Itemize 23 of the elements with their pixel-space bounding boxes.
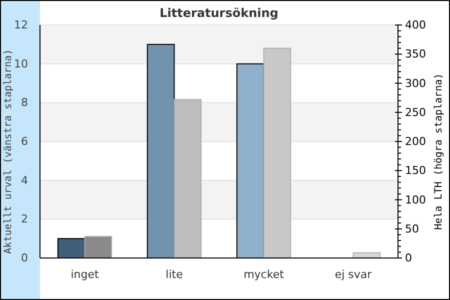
- y2-tick-label: 200: [405, 135, 426, 148]
- x-tick-label: ej svar: [334, 268, 372, 281]
- y-tick-label: 8: [21, 96, 28, 110]
- y-tick-label: 0: [21, 252, 28, 265]
- x-tick-label: lite: [166, 268, 184, 281]
- y2-tick-label: 0: [405, 252, 412, 265]
- y-tick-label: 10: [14, 57, 28, 70]
- x-tick-label: mycket: [244, 268, 285, 281]
- y2-tick-label: 400: [405, 18, 426, 32]
- y2-tick-label: 350: [405, 48, 426, 61]
- y2-tick-label: 300: [405, 76, 426, 90]
- y-tick-label: 4: [21, 174, 28, 187]
- y2-axis-title: Hela LTH (högra staplarna): [434, 73, 445, 230]
- y-axis-title: Aktuellt urval (vänstra staplarna): [3, 49, 14, 254]
- y-tick-label: 12: [14, 18, 28, 32]
- y2-tick-label: 100: [405, 193, 426, 206]
- x-tick-label: inget: [70, 268, 100, 281]
- y-tick-label: 2: [21, 212, 28, 226]
- y2-tick-label: 150: [405, 164, 426, 178]
- y2-tick-label: 250: [405, 106, 426, 119]
- chart-title: Litteratursökning: [160, 6, 278, 20]
- y-tick-label: 6: [21, 135, 28, 148]
- y2-tick-label: 50: [405, 222, 419, 236]
